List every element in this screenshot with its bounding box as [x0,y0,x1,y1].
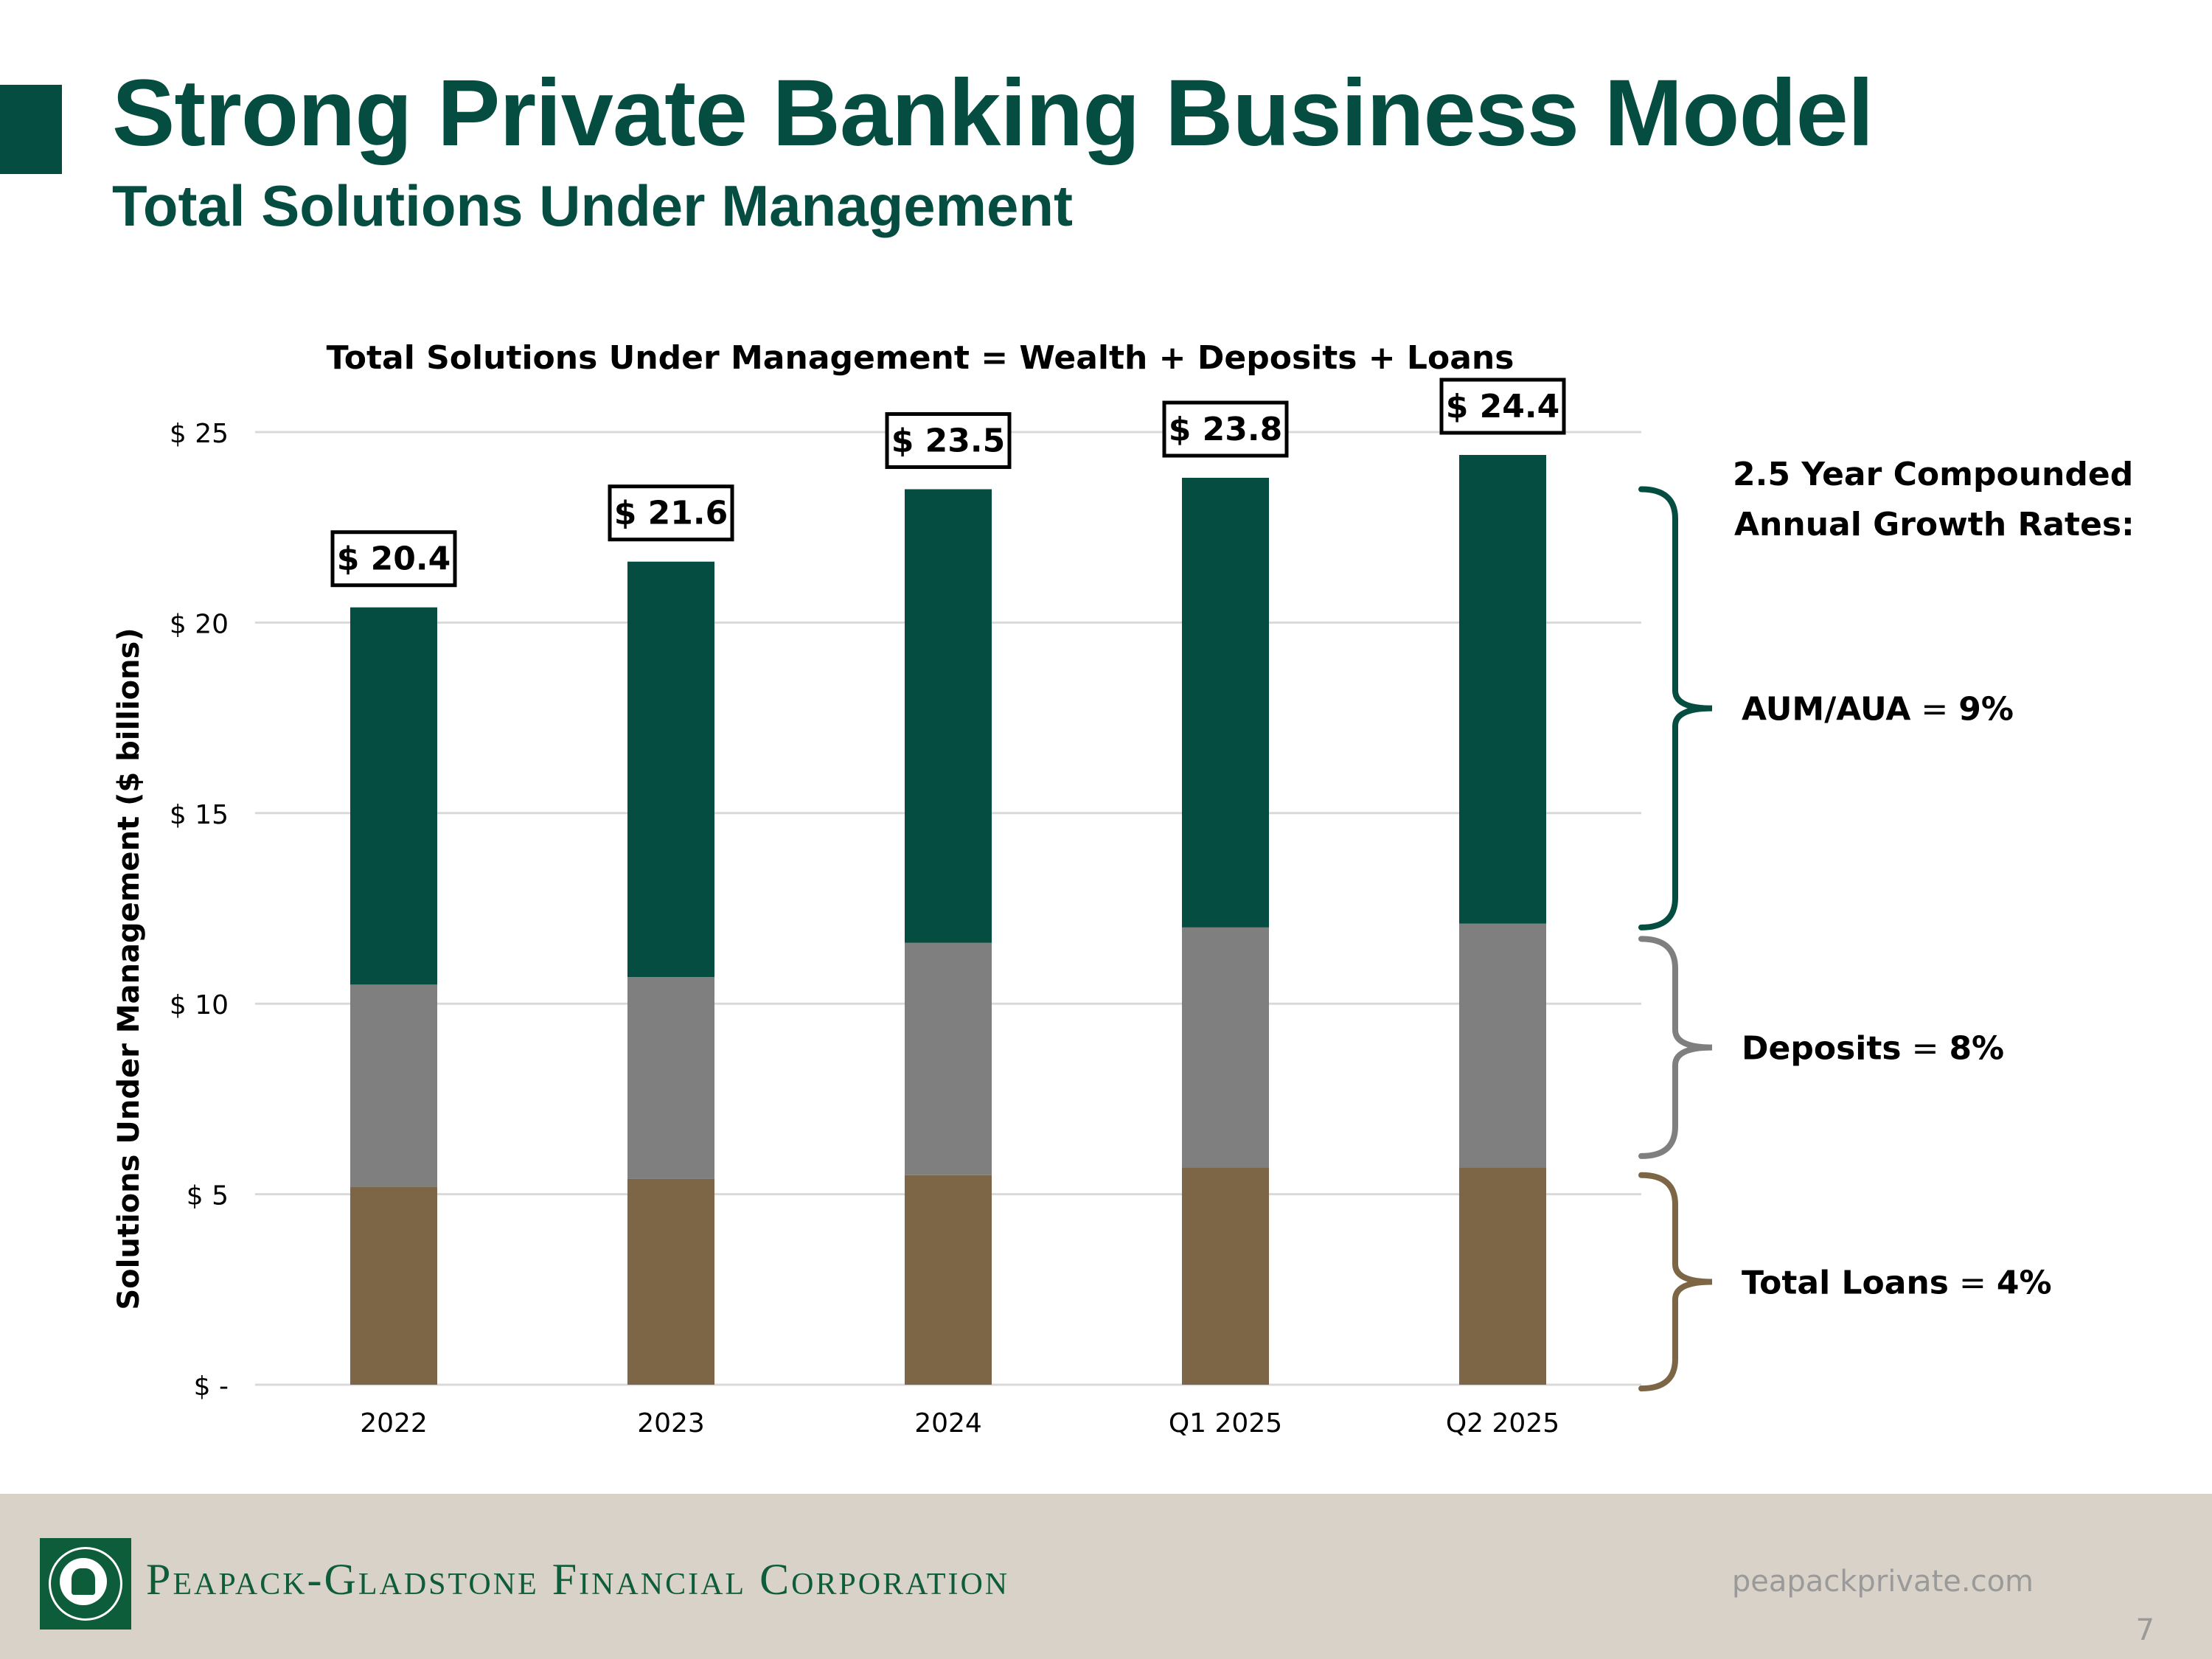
total-label-text: $ 24.4 [1446,388,1560,425]
bar-segment [1459,1167,1546,1385]
page-subtitle: Total Solutions Under Management [112,173,1073,238]
growth-heading-line2: Annual Growth Rates: [1734,506,2135,543]
bar-segment [905,489,992,943]
total-label-box [1439,378,1566,435]
footer-bar: Peapack-Gladstone Financial Corporation … [0,1494,2212,1659]
growth-braces [1638,486,1713,1392]
bar-segment [1459,923,1546,1168]
total-label-text: $ 23.5 [891,422,1006,460]
page-title: Strong Private Banking Business Model [112,60,1874,166]
chart-title: Total Solutions Under Management = Wealt… [327,339,1514,377]
website-link[interactable]: peapackprivate.com [1731,1565,2034,1599]
bar-segment [350,607,437,985]
y-tick-label: $ 20 [170,609,229,639]
x-tick-label: 2024 [914,1408,982,1439]
bar-segment [627,561,714,978]
growth-heading-line1: 2.5 Year Compounded [1733,456,2133,493]
y-tick-label: $ 10 [170,990,229,1020]
x-tick-label: 2023 [637,1408,705,1439]
bar-segment [1459,455,1546,924]
y-tick-label: $ - [194,1371,229,1402]
total-labels: $ 20.4 $ 21.6 $ 23.5 $ 23.8 $ 24.4 [330,378,1566,588]
company-name: Peapack-Gladstone Financial Corporation [146,1555,1010,1604]
bar-segment [905,1175,992,1385]
total-label-box [885,412,1012,470]
horse-rider-icon [72,1568,95,1595]
page-number: 7 [2135,1613,2154,1647]
total-label-text: $ 21.6 [614,495,728,532]
bar-segment [905,942,992,1175]
bars [350,455,1546,1385]
growth-rate-label: Deposits = 8% [1742,1030,2004,1068]
total-label: $ 21.6 [608,484,734,542]
growth-brace [1638,936,1713,1159]
y-tick-label: $ 25 [170,419,229,449]
x-tick-label: Q1 2025 [1169,1408,1282,1439]
bar-segment [350,984,437,1187]
title-accent-block [0,85,62,174]
x-tick-label: 2022 [360,1408,428,1439]
total-label-box [608,484,734,542]
bar-segment [1182,927,1269,1168]
y-tick-label: $ 5 [187,1181,229,1211]
bar-segment [350,1186,437,1385]
growth-rate-label: AUM/AUA = 9% [1742,691,2014,728]
bar-segment [1182,478,1269,928]
total-label-text: $ 23.8 [1169,411,1283,448]
bar-segment [627,1178,714,1385]
growth-rate-label: Total Loans = 4% [1742,1264,2052,1301]
growth-annotations: 2.5 Year Compounded Annual Growth Rates:… [1733,456,2135,1301]
y-tick-label: $ 15 [170,800,229,830]
x-axis-ticks: 2022 2023 2024 Q1 2025 Q2 2025 [360,1408,1559,1439]
total-label-box [330,530,457,588]
total-label: $ 23.8 [1162,400,1289,458]
bar-segment [627,977,714,1179]
total-label-text: $ 20.4 [337,540,451,578]
bar-segment [1182,1167,1269,1385]
growth-brace [1638,486,1713,931]
y-axis-ticks: $ - $ 5 $ 10 $ 15 $ 20 $ 25 [170,419,229,1402]
company-logo [40,1538,131,1630]
total-label: $ 24.4 [1439,378,1566,435]
x-tick-label: Q2 2025 [1446,1408,1559,1439]
y-axis-label: Solutions Under Management ($ billions) [112,627,146,1310]
total-label-box [1162,400,1289,458]
logo-seal-inner [60,1558,107,1605]
logo-seal [49,1547,122,1621]
total-label: $ 20.4 [330,530,457,588]
total-label: $ 23.5 [885,412,1012,470]
stacked-bar-chart: Total Solutions Under Management = Wealt… [112,339,2135,1439]
growth-brace [1638,1172,1713,1392]
